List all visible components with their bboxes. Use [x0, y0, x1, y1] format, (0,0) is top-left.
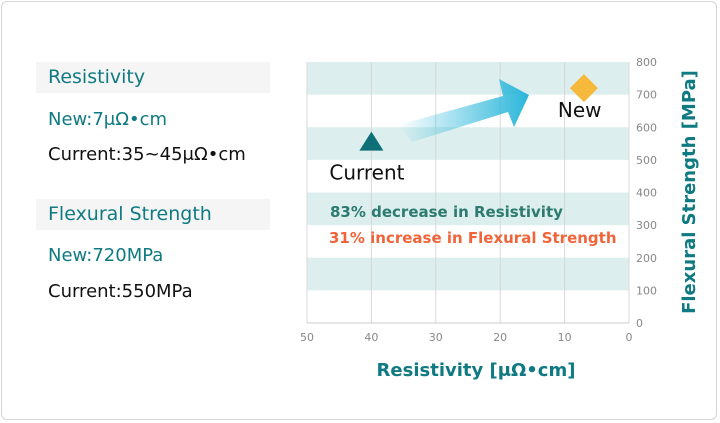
y-tick-label: 300 [636, 219, 657, 232]
y-tick-label: 600 [636, 121, 657, 134]
current-point-label: Current [329, 161, 404, 185]
current-point-marker [359, 131, 384, 151]
new-point-label: New [558, 98, 602, 122]
y-tick-label: 400 [636, 187, 657, 200]
flexural-new: New:720MPa [48, 245, 164, 266]
x-tick-label: 20 [493, 331, 507, 344]
y-tick-label: 200 [636, 252, 657, 265]
x-tick-label: 40 [364, 331, 378, 344]
annotation-resistivity: 83% decrease in Resistivity [330, 203, 563, 221]
x-tick-label: 30 [429, 331, 443, 344]
x-tick-label: 50 [300, 331, 314, 344]
x-tick-label: 10 [558, 331, 572, 344]
annotation-flexural: 31% increase in Flexural Strength [329, 229, 617, 247]
y-tick-label: 500 [636, 154, 657, 167]
shaded-band [307, 192, 629, 226]
y-tick-label: 100 [636, 284, 657, 297]
y-axis-label: Flexural Strength [MPa] [679, 70, 700, 314]
improvement-arrow [398, 79, 529, 142]
y-tick-label: 700 [636, 89, 657, 102]
flexural-current: Current:550MPa [48, 281, 193, 302]
new-point-marker [569, 74, 598, 103]
flexural-heading: Flexural Strength [36, 199, 270, 230]
shaded-band [307, 127, 629, 160]
x-axis-label: Resistivity [μΩ•cm] [377, 360, 576, 381]
resistivity-heading: Resistivity [36, 62, 270, 93]
resistivity-current: Current:35~45μΩ•cm [48, 144, 246, 165]
resistivity-new: New:7μΩ•cm [48, 109, 168, 130]
shaded-band [307, 257, 629, 291]
x-tick-label: 0 [626, 331, 633, 344]
y-tick-label: 0 [636, 317, 643, 330]
y-tick-label: 800 [636, 56, 657, 69]
